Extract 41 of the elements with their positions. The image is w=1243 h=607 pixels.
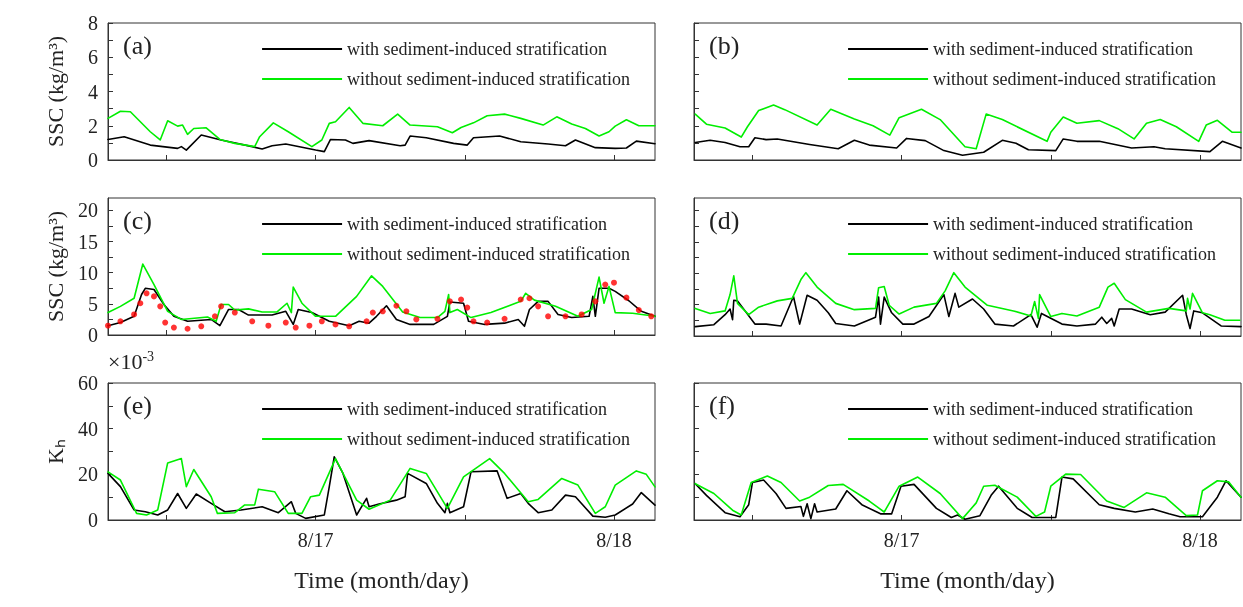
chart-title: (d): [709, 205, 740, 235]
legend-label: with sediment-induced stratification: [933, 214, 1194, 234]
x-tick-label: 8/18: [596, 529, 632, 551]
y-tick-label: 60: [78, 372, 98, 394]
legend-label: with sediment-induced stratification: [347, 39, 608, 59]
y-tick-label: 15: [78, 230, 98, 253]
legend-label: without sediment-induced stratification: [347, 244, 631, 264]
x-tick-label: 8/17: [883, 529, 920, 551]
y-axis-title: SSC (kg/m³): [42, 210, 68, 323]
y-tick-label: 2: [88, 114, 98, 137]
x-tick-label: 8/18: [1182, 529, 1218, 551]
y-tick-label: 8: [88, 12, 98, 34]
chart-title: (a): [123, 30, 152, 60]
legend-label: without sediment-induced stratification: [933, 69, 1217, 89]
x-axis-title: Time (month/day): [880, 567, 1055, 593]
legend-label: with sediment-induced stratification: [347, 214, 608, 234]
y-tick-label: 0: [88, 149, 98, 171]
y-tick-label: 6: [88, 46, 98, 69]
chart-title: (c): [123, 205, 152, 235]
y-tick-label: 5: [88, 292, 98, 315]
legend-label: without sediment-induced stratification: [347, 69, 631, 89]
y-axis-title: SSC (kg/m³): [42, 35, 68, 148]
legend-label: without sediment-induced stratification: [933, 244, 1217, 264]
y-tick-label: 20: [78, 463, 98, 486]
chart-title: (b): [709, 30, 740, 60]
legend-label: with sediment-induced stratification: [933, 399, 1194, 419]
y-tick-label: 0: [88, 324, 98, 346]
x-tick-label: 8/17: [297, 529, 334, 551]
legend-label: with sediment-induced stratification: [347, 399, 608, 419]
legend-label: without sediment-induced stratification: [347, 429, 631, 449]
chart-title: (f): [709, 390, 735, 420]
chart-title: (e): [123, 390, 152, 420]
legend-label: without sediment-induced stratification: [933, 429, 1217, 449]
y-tick-label: 0: [88, 509, 98, 531]
y-tick-label: 40: [78, 417, 98, 440]
y-axis-title: Kₕ: [42, 439, 68, 464]
y-tick-label: 4: [88, 80, 98, 103]
legend-label: with sediment-induced stratification: [933, 39, 1194, 59]
x-axis-title: Time (month/day): [294, 567, 469, 593]
y-tick-label: 10: [78, 261, 98, 284]
y-tick-label: 20: [78, 199, 98, 222]
